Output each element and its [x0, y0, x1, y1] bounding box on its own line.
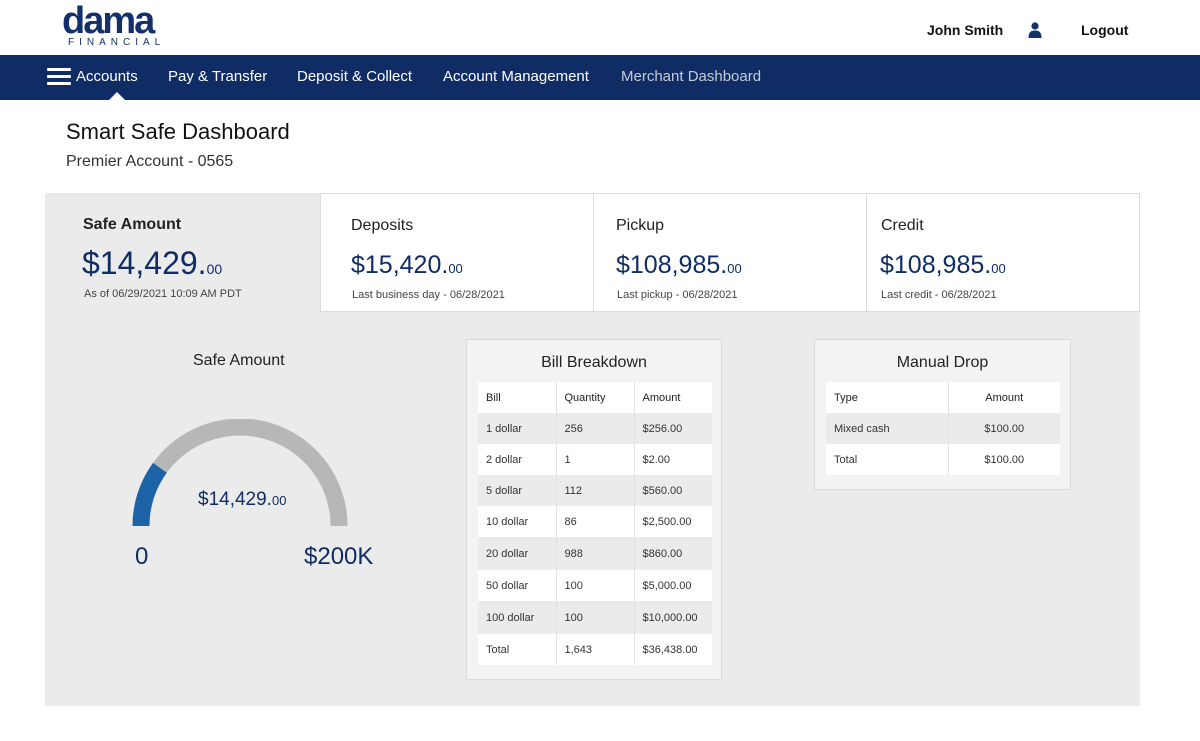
table-cell: 256: [556, 413, 635, 444]
table-cell: $10,000.00: [634, 601, 712, 634]
gauge-title: Safe Amount: [193, 352, 285, 369]
nav-item-merchant-dashboard[interactable]: Merchant Dashboard: [621, 68, 762, 85]
bill-breakdown-table: Bill Quantity Amount 1 dollar 256 $256.0…: [478, 382, 712, 665]
table-cell: 100: [556, 601, 635, 634]
nav-item-deposit-collect[interactable]: Deposit & Collect: [297, 68, 413, 85]
table-cell: 86: [556, 506, 635, 537]
table-cell: $5,000.00: [634, 570, 712, 601]
table-cell: 100: [556, 570, 635, 601]
table-cell: Mixed cash: [826, 413, 949, 444]
table-cell: 112: [556, 475, 635, 506]
table-cell: 1: [556, 444, 635, 475]
card-label: Safe Amount: [83, 216, 182, 233]
table-header-row: Bill Quantity Amount: [478, 382, 712, 413]
column-header: Amount: [634, 382, 712, 413]
table-cell: 10 dollar: [478, 506, 557, 537]
account-subtitle: Premier Account - 0565: [66, 153, 234, 170]
card-label: Pickup: [616, 217, 665, 234]
table-cell: Total: [826, 444, 949, 475]
page-title: Smart Safe Dashboard: [66, 119, 290, 144]
table-cell: $560.00: [634, 475, 712, 506]
summary-card-credit[interactable]: Credit $108,985.00 Last credit - 06/28/2…: [866, 193, 1140, 312]
table-row: 50 dollar 100 $5,000.00: [478, 570, 712, 601]
logo-wordmark: dama: [62, 0, 155, 42]
column-header: Bill: [478, 382, 557, 413]
nav-item-account-management[interactable]: Account Management: [443, 68, 589, 85]
safe-amount-gauge: [132, 419, 348, 527]
card-amount: $14,429.00: [82, 245, 223, 281]
table-cell: 2 dollar: [478, 444, 557, 475]
active-nav-indicator: [109, 92, 125, 100]
hamburger-menu-icon[interactable]: [47, 68, 71, 86]
gauge-value: $14,429.00: [198, 489, 287, 510]
gauge-min-label: 0: [135, 543, 149, 570]
table-cell: 20 dollar: [478, 537, 557, 570]
table-cell: 988: [556, 537, 635, 570]
table-cell: 50 dollar: [478, 570, 557, 601]
gauge-max-label: $200K: [304, 543, 374, 570]
table-row: Mixed cash $100.00: [826, 413, 1060, 444]
table-row: 2 dollar 1 $2.00: [478, 444, 712, 475]
dashboard-panel: Safe Amount $14,429.00 As of 06/29/2021 …: [45, 193, 1140, 706]
table-cell: $100.00: [948, 444, 1060, 475]
column-header: Type: [826, 382, 949, 413]
main-nav: Accounts Pay & Transfer Deposit & Collec…: [0, 55, 1200, 100]
table-cell: 1 dollar: [478, 413, 557, 444]
card-amount: $108,985.00: [616, 251, 742, 279]
nav-item-pay-transfer[interactable]: Pay & Transfer: [168, 68, 268, 85]
summary-card-deposits[interactable]: Deposits $15,420.00 Last business day - …: [320, 193, 594, 312]
card-label: Deposits: [351, 217, 414, 234]
table-total-row: Total $100.00: [826, 444, 1060, 475]
card-label: Credit: [881, 217, 924, 234]
dama-financial-logo[interactable]: dama FINANCIAL: [62, 0, 166, 48]
table-cell: 100 dollar: [478, 601, 557, 634]
column-header: Amount: [948, 382, 1060, 413]
manual-drop-panel: Manual Drop Type Amount Mixed cash $100.…: [814, 339, 1071, 490]
card-amount: $108,985.00: [880, 251, 1006, 279]
user-icon[interactable]: [1028, 22, 1042, 38]
summary-card-safe-amount[interactable]: Safe Amount $14,429.00 As of 06/29/2021 …: [45, 193, 320, 312]
table-cell: $36,438.00: [634, 634, 712, 665]
panel-title: Manual Drop: [896, 354, 989, 371]
table-cell: $100.00: [948, 413, 1060, 444]
table-cell: $256.00: [634, 413, 712, 444]
card-amount: $15,420.00: [351, 251, 463, 279]
gauge-track: [132, 419, 348, 527]
top-bar: dama FINANCIAL John Smith Logout: [0, 0, 1200, 55]
nav-item-accounts[interactable]: Accounts: [76, 68, 138, 85]
card-note: As of 06/29/2021 10:09 AM PDT: [84, 288, 242, 300]
table-row: 5 dollar 112 $560.00: [478, 475, 712, 506]
logout-link[interactable]: Logout: [1081, 22, 1129, 38]
table-header-row: Type Amount: [826, 382, 1060, 413]
panel-title: Bill Breakdown: [541, 354, 647, 371]
card-note: Last business day - 06/28/2021: [352, 289, 505, 301]
column-header: Quantity: [556, 382, 635, 413]
table-cell: Total: [478, 634, 557, 665]
summary-card-pickup[interactable]: Pickup $108,985.00 Last pickup - 06/28/2…: [593, 193, 867, 312]
table-row: 10 dollar 86 $2,500.00: [478, 506, 712, 537]
gauge-fill: [132, 462, 167, 527]
card-note: Last pickup - 06/28/2021: [617, 289, 738, 301]
table-total-row: Total 1,643 $36,438.00: [478, 634, 712, 665]
card-note: Last credit - 06/28/2021: [881, 289, 997, 301]
table-row: 1 dollar 256 $256.00: [478, 413, 712, 444]
table-cell: $2,500.00: [634, 506, 712, 537]
table-row: 20 dollar 988 $860.00: [478, 537, 712, 570]
manual-drop-table: Type Amount Mixed cash $100.00 Total $10…: [826, 382, 1060, 475]
table-row: 100 dollar 100 $10,000.00: [478, 601, 712, 634]
bill-breakdown-panel: Bill Breakdown Bill Quantity Amount 1 do…: [466, 339, 722, 680]
table-cell: 5 dollar: [478, 475, 557, 506]
table-cell: $2.00: [634, 444, 712, 475]
user-name[interactable]: John Smith: [927, 22, 1004, 38]
table-cell: $860.00: [634, 537, 712, 570]
logo-subtitle: FINANCIAL: [68, 37, 166, 48]
table-cell: 1,643: [556, 634, 635, 665]
